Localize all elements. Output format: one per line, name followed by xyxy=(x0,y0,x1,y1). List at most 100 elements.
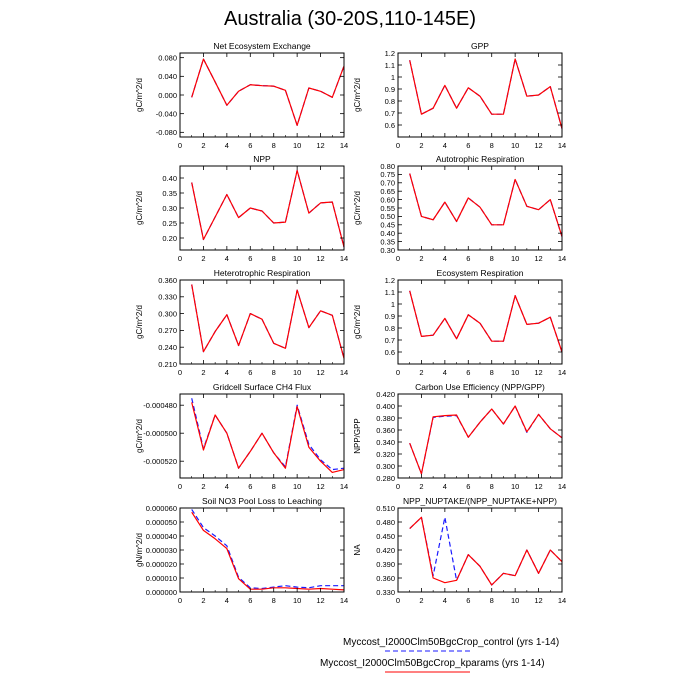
y-axis-label: NA xyxy=(353,544,362,556)
plot-frame xyxy=(397,279,563,365)
y-tick-label: 0.300 xyxy=(376,462,395,471)
x-tick-label: 4 xyxy=(443,254,447,263)
x-tick-label: 10 xyxy=(293,254,301,263)
x-tick-label: 12 xyxy=(534,141,542,150)
y-tick-label: 0.8 xyxy=(385,324,395,333)
y-tick-label: 0.000 xyxy=(158,91,177,100)
chart-panel-5: Heterotrophic Respiration gC/m^2/d 0 2 4 6 8 10… xyxy=(135,268,348,377)
x-tick-label: 12 xyxy=(316,482,324,491)
page-title: Australia (30-20S,110-145E) xyxy=(224,8,476,30)
y-axis-label: gC/m^2/d xyxy=(135,78,144,112)
x-tick-label: 10 xyxy=(511,596,519,605)
plot-frame xyxy=(179,507,345,593)
y-tick-label: 0.7 xyxy=(385,336,395,345)
series-line-kparams xyxy=(191,58,345,126)
y-tick-label: 0.340 xyxy=(376,438,395,447)
x-tick-label: 6 xyxy=(466,482,470,491)
x-tick-label: 10 xyxy=(511,141,519,150)
x-tick-label: 6 xyxy=(466,141,470,150)
series-line-kparams xyxy=(409,516,563,586)
x-tick-label: 12 xyxy=(534,368,542,377)
x-tick-label: 6 xyxy=(248,596,252,605)
series-line-kparams xyxy=(409,405,563,475)
x-tick-label: 14 xyxy=(558,482,566,491)
x-tick-label: 4 xyxy=(443,141,447,150)
y-tick-label: 0.000060 xyxy=(146,504,177,513)
x-tick-label: 0 xyxy=(396,254,400,263)
series-line-kparams xyxy=(191,284,345,359)
x-tick-label: 6 xyxy=(248,368,252,377)
y-tick-label: 0.390 xyxy=(376,560,395,569)
chart-title: Gridcell Surface CH4 Flux xyxy=(213,382,312,392)
chart-panel-4: Autotrophic Respiration gC/m^2/d 0 2 4 6 8 10 12… xyxy=(353,154,566,263)
x-tick-label: 2 xyxy=(201,254,205,263)
y-tick-label: 0.20 xyxy=(162,234,177,243)
x-tick-label: 0 xyxy=(396,596,400,605)
y-tick-label: 1 xyxy=(391,73,395,82)
y-tick-label: 0.40 xyxy=(162,174,177,183)
x-tick-label: 4 xyxy=(225,254,229,263)
y-tick-label: 0.000020 xyxy=(146,560,177,569)
legend-label-kparams: Myccost_I2000Clm50BgcCrop_kparams (yrs 1… xyxy=(320,658,545,669)
chart-panel-7: Gridcell Surface CH4 Flux gC/m^2/d 0 2 4 6 8 10… xyxy=(135,382,348,491)
y-tick-label: 0.6 xyxy=(385,121,395,130)
series-line-control xyxy=(191,509,344,590)
series-line-control xyxy=(409,290,563,353)
series-line-kparams xyxy=(409,58,563,129)
x-tick-label: 14 xyxy=(558,368,566,377)
x-tick-label: 6 xyxy=(466,368,470,377)
y-tick-label: 0.270 xyxy=(158,326,177,335)
x-tick-label: 10 xyxy=(511,368,519,377)
x-tick-label: 8 xyxy=(490,368,494,377)
series-line-control xyxy=(191,284,345,359)
y-tick-label: 0.330 xyxy=(158,293,177,302)
chart-panel-9: Soil NO3 Pool Loss to Leaching gN/m^2/d 0 2… xyxy=(135,496,348,605)
x-tick-label: 10 xyxy=(293,482,301,491)
x-tick-label: 0 xyxy=(178,141,182,150)
y-axis-label: gC/m^2/d xyxy=(353,191,362,225)
x-tick-label: 0 xyxy=(178,254,182,263)
y-tick-label: 0.000000 xyxy=(146,588,177,597)
y-axis-label: gC/m^2/d xyxy=(353,305,362,339)
series-line-kparams xyxy=(409,290,563,353)
y-tick-label: 0.80 xyxy=(380,162,395,171)
x-tick-label: 8 xyxy=(272,254,276,263)
chart-panel-1: Net Ecosystem Exchange gC/m^2/d 0 2 4 6 8 10 12 1… xyxy=(135,41,348,150)
x-tick-label: 2 xyxy=(201,596,205,605)
y-tick-label: -0.000520 xyxy=(143,457,177,466)
y-tick-label: 0.240 xyxy=(158,343,177,352)
y-axis-label: gC/m^2/d xyxy=(353,78,362,112)
x-tick-label: 10 xyxy=(511,482,519,491)
y-tick-label: 0.080 xyxy=(158,53,177,62)
y-tick-label: 0.300 xyxy=(158,309,177,318)
chart-title: Ecosystem Respiration xyxy=(437,268,524,278)
x-tick-label: 4 xyxy=(225,368,229,377)
chart-panel-3: NPP gC/m^2/d 0 2 4 6 8 10 12 14 0.20 0.25 0.30 0.35 0.… xyxy=(135,154,348,263)
x-tick-label: 12 xyxy=(534,254,542,263)
y-tick-label: 0.6 xyxy=(385,348,395,357)
y-tick-label: 0.50 xyxy=(380,212,395,221)
x-tick-label: 0 xyxy=(178,482,182,491)
y-tick-label: 0.210 xyxy=(158,360,177,369)
x-tick-label: 12 xyxy=(534,596,542,605)
series-line-kparams xyxy=(191,169,345,248)
series-line-kparams xyxy=(409,173,563,237)
y-tick-label: -0.000480 xyxy=(143,401,177,410)
chart-title: GPP xyxy=(471,41,489,51)
y-tick-label: 1 xyxy=(391,300,395,309)
x-tick-label: 12 xyxy=(316,368,324,377)
y-tick-label: 0.35 xyxy=(380,237,395,246)
x-tick-label: 8 xyxy=(490,141,494,150)
y-tick-label: 0.000050 xyxy=(146,518,177,527)
x-tick-label: 2 xyxy=(419,482,423,491)
x-tick-label: 10 xyxy=(293,141,301,150)
x-tick-label: 12 xyxy=(316,596,324,605)
y-tick-label: 0.45 xyxy=(380,221,395,230)
y-tick-label: 0.70 xyxy=(380,179,395,188)
y-tick-label: 0.30 xyxy=(380,246,395,255)
y-tick-label: 0.360 xyxy=(376,574,395,583)
x-tick-label: 6 xyxy=(248,254,252,263)
y-tick-label: 0.75 xyxy=(380,170,395,179)
x-tick-label: 14 xyxy=(340,368,348,377)
